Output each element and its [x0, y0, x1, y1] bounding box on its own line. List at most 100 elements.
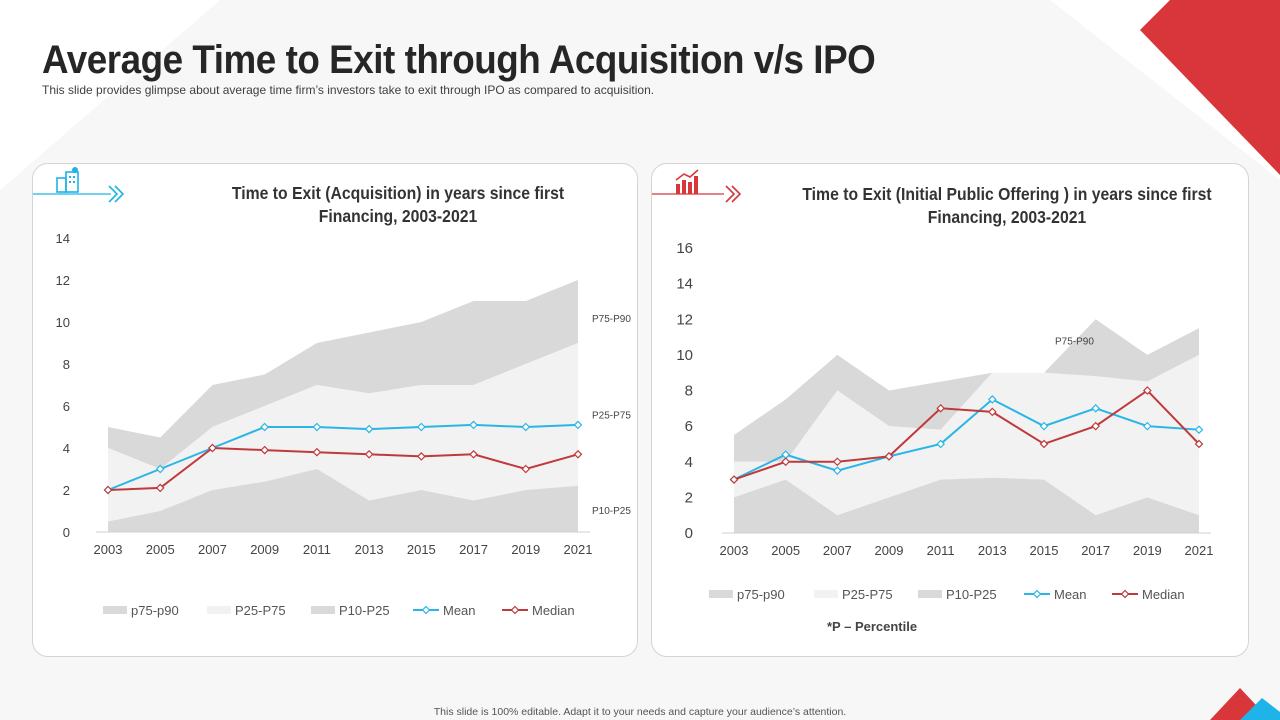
band-label: P25-P75	[592, 410, 631, 421]
y-tick-label: 0	[63, 525, 70, 540]
area-band-p25-p75	[108, 343, 578, 522]
y-tick-label: 6	[63, 399, 70, 414]
x-tick-label: 2021	[1185, 543, 1214, 558]
legend-label-mean: Mean	[1054, 587, 1087, 602]
acquisition-chart-panel: 0 2 4 6 8 10 12 14 2003 2005 2007 2009 2011 2013 2015 2…	[32, 163, 638, 657]
data-point-median	[884, 452, 894, 461]
legend-label-mean: Mean	[443, 603, 476, 618]
data-point-median	[729, 475, 739, 484]
data-point-median	[208, 443, 217, 453]
x-tick-label: 2005	[146, 542, 175, 557]
slide-subtitle: This slide provides glimpse about averag…	[42, 83, 655, 97]
data-point-median	[103, 485, 113, 495]
data-point-median	[781, 457, 791, 467]
data-point-mean	[521, 422, 531, 432]
growth-chart-icon	[675, 169, 699, 194]
band-label: P10-P25	[592, 506, 631, 517]
ipo-chart-title: Time to Exit (Initial Public Offering ) …	[802, 184, 1212, 227]
area-band-p10-p25	[734, 477, 1199, 533]
data-point-median	[1194, 439, 1204, 449]
x-tick-label: 2019	[1133, 543, 1162, 558]
data-point-mean	[364, 424, 374, 434]
legend-swatch-p10-p25	[918, 590, 942, 598]
area-band-p10-p25	[108, 469, 578, 532]
x-tick-label: 2013	[355, 542, 384, 557]
x-tick-label: 2011	[303, 542, 331, 557]
slide-footer-note: This slide is 100% editable. Adapt it to…	[433, 706, 847, 718]
data-point-mean	[312, 422, 322, 432]
y-tick-label: 6	[685, 418, 693, 435]
data-point-median	[573, 449, 583, 459]
y-tick-label: 4	[685, 454, 693, 471]
x-tick-label: 2007	[198, 542, 227, 557]
x-tick-label: 2017	[1081, 543, 1110, 558]
x-tick-label: 2003	[720, 543, 749, 558]
data-point-mean	[416, 422, 426, 432]
series-line-median	[733, 389, 1200, 481]
acquisition-chart-title: Time to Exit (Acquisition) in years sinc…	[231, 183, 565, 226]
x-tick-label: 2011	[927, 543, 955, 558]
legend-label-p75-p90: p75-p90	[131, 603, 179, 618]
data-point-median	[832, 457, 842, 467]
acquisition-chart: 0 2 4 6 8 10 12 14 2003 2005 2007 2009 2011 2013 2015 2…	[33, 167, 631, 618]
legend-marker-median	[1120, 589, 1130, 599]
ipo-chart: 0 2 4 6 8 10 12 14 16 2003 2005 2007 2009 2011 2013 201…	[652, 169, 1214, 602]
data-point-mean	[573, 420, 583, 430]
data-point-mean	[1039, 421, 1049, 431]
data-point-median	[987, 407, 997, 417]
y-tick-label: 0	[685, 525, 693, 542]
data-point-mean	[260, 422, 270, 432]
x-tick-label: 2013	[978, 543, 1007, 558]
y-tick-label: 10	[676, 347, 693, 364]
x-tick-label: 2021	[564, 542, 593, 557]
x-tick-label: 2015	[1030, 543, 1059, 558]
data-point-mean	[936, 439, 946, 449]
x-tick-label: 2007	[823, 543, 852, 558]
data-point-mean	[155, 464, 165, 474]
legend-label-p25-p75: P25-P75	[842, 587, 893, 602]
area-band-p25-p75	[734, 354, 1199, 516]
legend-swatch-p25-p75	[814, 590, 838, 598]
ipo-chart-panel: 0 2 4 6 8 10 12 14 16 2003 2005 2007 2009 2011 2013 201…	[651, 163, 1249, 657]
y-tick-label: 8	[685, 383, 693, 400]
y-tick-label: 8	[63, 357, 70, 372]
legend-marker-median	[510, 605, 520, 615]
percentile-footnote: *P – Percentile	[827, 619, 918, 634]
y-tick-label: 12	[676, 311, 693, 328]
y-tick-label: 10	[56, 315, 70, 330]
data-point-mean	[469, 420, 478, 430]
x-tick-label: 2017	[459, 542, 488, 557]
legend-label-median: Median	[1142, 587, 1185, 602]
data-point-mean	[1194, 425, 1204, 435]
legend-swatch-p25-p75	[207, 606, 231, 614]
band-label: P75-P90	[1055, 337, 1094, 348]
legend-label-p75-p90: p75-p90	[737, 587, 785, 602]
corner-accent-blue-bottom	[1240, 698, 1280, 720]
data-point-mean	[1142, 421, 1152, 431]
corner-accent-red-top	[1140, 0, 1280, 175]
legend-swatch-p75-p90	[709, 590, 733, 598]
data-point-median	[260, 445, 270, 455]
data-point-median	[364, 449, 374, 459]
data-point-median	[1039, 439, 1049, 449]
data-point-median	[469, 449, 478, 459]
area-band-p75-p90	[734, 319, 1199, 462]
legend-marker-mean	[421, 605, 431, 615]
y-tick-label: 4	[63, 441, 70, 456]
y-tick-label: 2	[63, 483, 70, 498]
data-point-median	[1142, 386, 1152, 395]
chevron-arrow-icon	[725, 185, 742, 203]
data-point-median	[312, 447, 322, 457]
data-point-mean	[1091, 403, 1101, 413]
data-point-median	[521, 464, 531, 474]
y-tick-label: 16	[676, 240, 693, 257]
x-tick-label: 2019	[511, 542, 540, 557]
data-point-median	[416, 452, 426, 461]
legend-swatch-p10-p25	[311, 606, 335, 614]
y-tick-label: 14	[56, 231, 70, 246]
data-point-mean	[832, 466, 842, 476]
legend-label-p10-p25: P10-P25	[339, 603, 390, 618]
x-tick-label: 2009	[250, 542, 279, 557]
data-point-mean	[987, 395, 997, 404]
series-line-median	[107, 446, 579, 491]
